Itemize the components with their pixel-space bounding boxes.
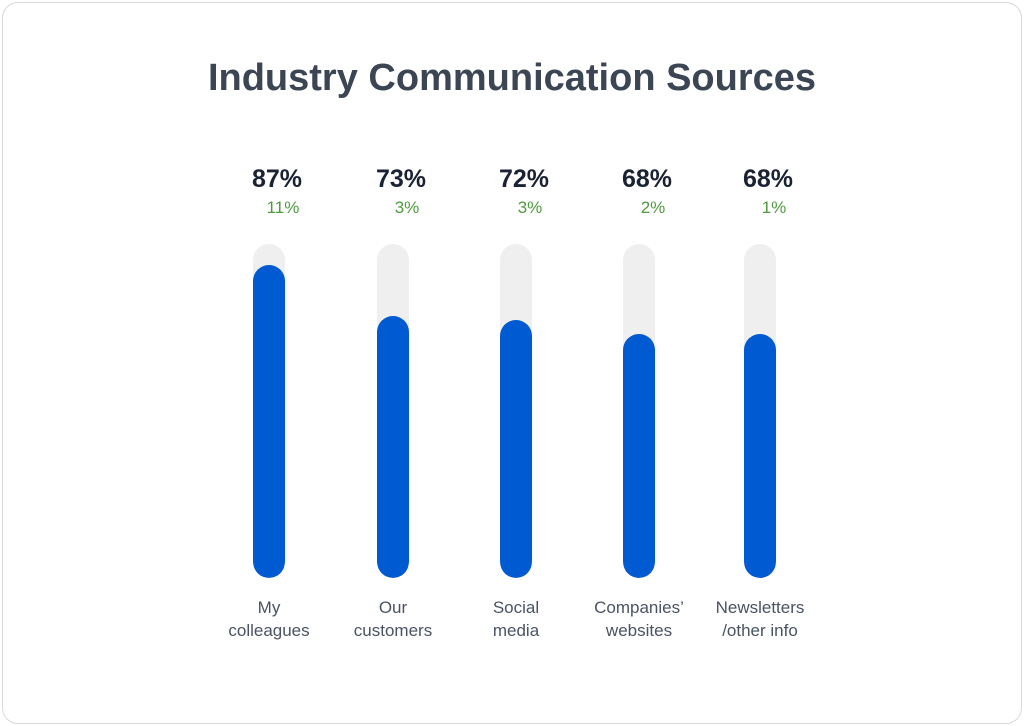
category-label: My colleagues [228,598,310,640]
bar-track [744,244,776,578]
value-label: 72% [498,165,550,193]
category-label: Newsletters/other info [715,598,805,640]
bar [623,334,655,578]
bar-track [253,244,285,578]
chart-title: Industry Communication Sources [207,57,817,99]
bar-track [377,244,409,578]
bar-track [500,244,532,578]
value-label: 68% [621,165,673,193]
change-label: 11% [266,198,300,217]
category-label: Our customers [353,598,433,640]
value-label: 68% [742,165,794,193]
change-label: 2% [640,198,666,217]
change-label: 3% [394,198,420,217]
change-label: 1% [761,198,787,217]
value-label: 73% [375,165,427,193]
category-label: Social media [492,598,540,640]
category-label: Companies’ websites [594,598,684,640]
bar-track [623,244,655,578]
bar [253,265,285,578]
bar [500,319,532,578]
bar [377,316,409,578]
value-label: 87% [251,165,303,193]
change-label: 3% [517,198,543,217]
bar [744,334,776,578]
